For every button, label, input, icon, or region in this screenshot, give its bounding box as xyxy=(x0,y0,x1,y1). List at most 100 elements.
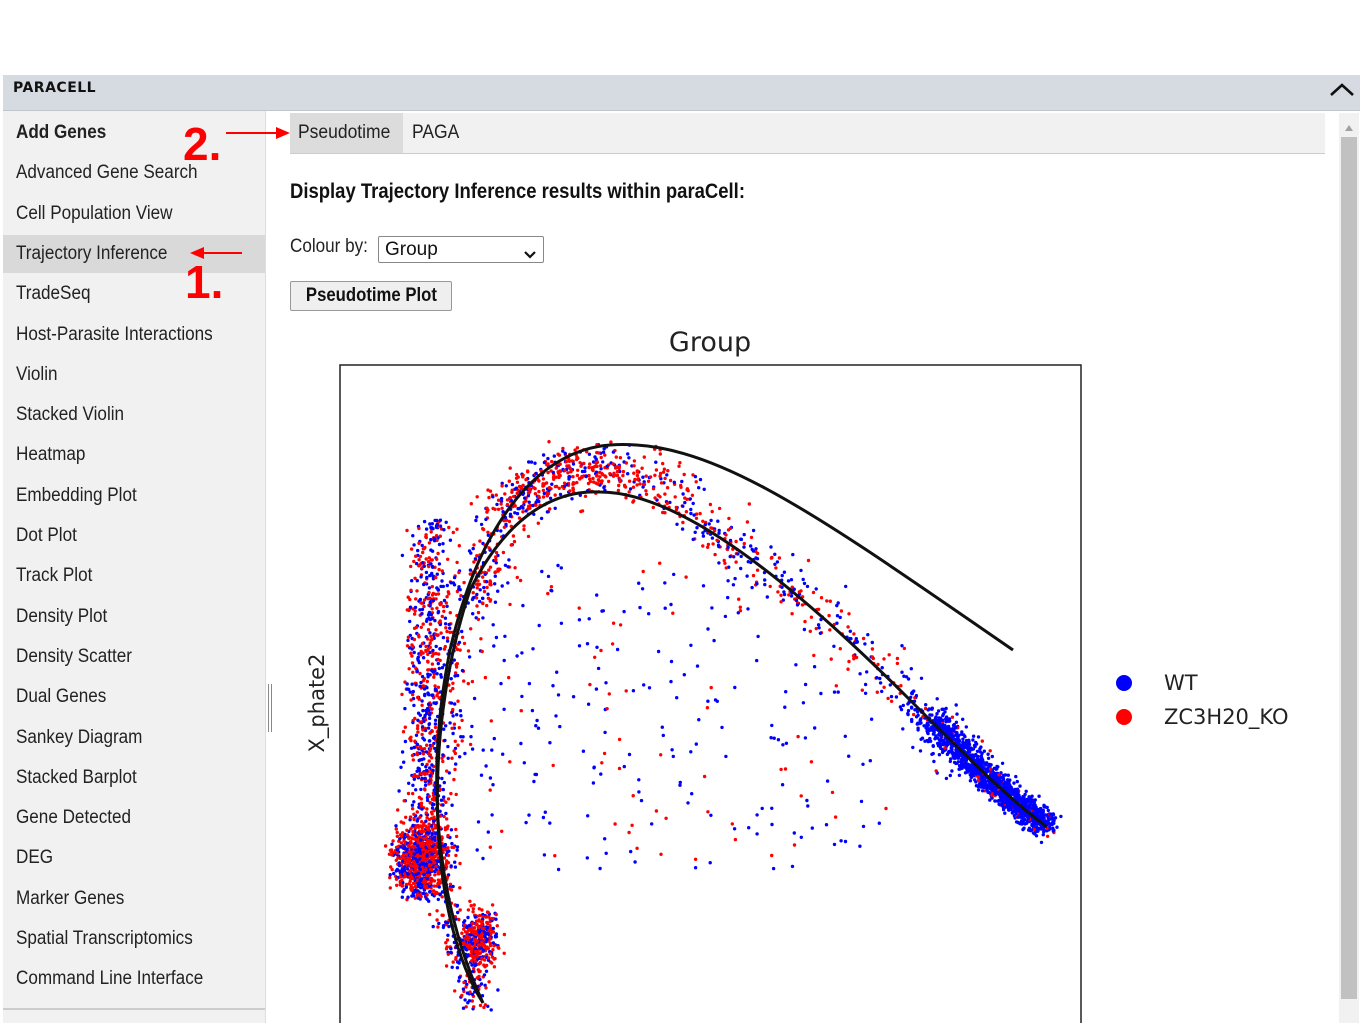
scatter-point xyxy=(678,780,682,785)
scatter-point xyxy=(711,542,715,546)
scatter-point xyxy=(701,534,706,538)
scatter-point xyxy=(442,609,446,613)
scatter-point xyxy=(410,753,415,758)
scatter-point xyxy=(471,546,475,551)
scatter-point xyxy=(861,636,866,641)
scatter-point xyxy=(546,456,550,461)
scatter-point xyxy=(429,847,434,852)
scatter-point xyxy=(682,673,686,677)
scatter-point xyxy=(979,763,983,767)
scatter-point xyxy=(702,487,706,491)
scatter-point xyxy=(433,746,437,751)
scatter-point xyxy=(990,754,994,759)
scatter-point xyxy=(724,566,728,570)
scatter-point xyxy=(548,821,552,825)
scatter-point xyxy=(499,502,503,506)
scatter-point xyxy=(429,558,433,562)
scatter-point xyxy=(410,807,415,811)
scatter-point xyxy=(1059,814,1063,819)
scatter-point xyxy=(948,773,952,778)
scatter-point xyxy=(446,756,450,760)
scatter-point xyxy=(870,655,874,659)
scatter-point xyxy=(411,720,415,725)
scatter-point xyxy=(531,647,535,651)
sidebar-item-marker-genes[interactable]: Marker Genes xyxy=(3,880,265,918)
scatter-point xyxy=(980,751,984,756)
sidebar-item-host-parasite-interactions[interactable]: Host-Parasite Interactions xyxy=(3,316,265,354)
scatter-point xyxy=(803,682,808,687)
scatter-point xyxy=(508,466,512,470)
sidebar-item-violin[interactable]: Violin xyxy=(3,356,265,394)
sidebar-item-sankey-diagram[interactable]: Sankey Diagram xyxy=(3,719,265,757)
tab-pseudotime[interactable]: Pseudotime xyxy=(290,113,403,153)
scatter-point xyxy=(411,645,415,649)
sidebar-item-deg[interactable]: DEG xyxy=(3,839,265,877)
sidebar-item-embedding-plot[interactable]: Embedding Plot xyxy=(3,477,265,515)
scatter-point xyxy=(426,652,430,657)
scatter-point xyxy=(631,485,636,489)
sidebar-item-dual-genes[interactable]: Dual Genes xyxy=(3,678,265,716)
sidebar-item-density-scatter[interactable]: Density Scatter xyxy=(3,638,265,676)
panel-resize-handle[interactable] xyxy=(268,684,272,732)
scatter-point xyxy=(421,847,426,852)
scatter-point xyxy=(613,466,618,470)
scatter-point xyxy=(424,635,428,639)
sidebar-item-add-genes[interactable]: Add Genes xyxy=(3,114,265,152)
scatter-point xyxy=(439,631,443,635)
scrollbar[interactable] xyxy=(1339,113,1359,1023)
sidebar-item-advanced-gene-search[interactable]: Advanced Gene Search xyxy=(3,154,265,192)
scatter-point xyxy=(965,766,970,771)
scatter-point xyxy=(476,610,481,615)
scatter-point xyxy=(455,560,459,565)
scatter-point xyxy=(919,676,924,680)
scatter-point xyxy=(547,440,551,444)
scatter-point xyxy=(416,724,420,728)
sidebar-item-command-line-interface[interactable]: Command Line Interface xyxy=(3,960,265,998)
sidebar-item-density-plot[interactable]: Density Plot xyxy=(3,598,265,636)
scatter-point xyxy=(483,934,487,938)
colour-by-label-text: Colour by: xyxy=(290,236,368,257)
sidebar-item-spatial-transcriptomics[interactable]: Spatial Transcriptomics xyxy=(3,920,265,958)
scatter-point xyxy=(416,889,420,893)
sidebar-item-track-plot[interactable]: Track Plot xyxy=(3,557,265,595)
scatter-point xyxy=(473,557,478,561)
chevron-up-icon[interactable] xyxy=(1328,78,1356,104)
scatter-point xyxy=(443,622,448,626)
tab-paga[interactable]: PAGA xyxy=(404,113,484,153)
sidebar-item-label: Add Genes xyxy=(16,122,107,143)
scatter-point xyxy=(408,818,412,822)
scatter-point xyxy=(763,578,767,582)
scatter-point xyxy=(421,622,425,626)
colour-by-select[interactable]: Group xyxy=(378,236,544,263)
scatter-point xyxy=(961,717,965,721)
scatter-point xyxy=(438,658,442,663)
triangle-up-icon[interactable] xyxy=(1344,119,1354,137)
scatter-point xyxy=(774,566,778,570)
scatter-point xyxy=(446,557,450,561)
scatter-point xyxy=(472,560,476,564)
scatter-point xyxy=(866,633,870,637)
sidebar-item-stacked-violin[interactable]: Stacked Violin xyxy=(3,396,265,434)
sidebar-item-heatmap[interactable]: Heatmap xyxy=(3,436,265,474)
sidebar-item-cell-population-view[interactable]: Cell Population View xyxy=(3,195,265,233)
scatter-point xyxy=(411,689,415,694)
scatter-point xyxy=(656,649,661,654)
scatter-point xyxy=(986,752,990,756)
pseudotime-plot-button[interactable]: Pseudotime Plot xyxy=(290,281,452,311)
scatter-point xyxy=(950,769,954,773)
scatter-point xyxy=(455,673,460,678)
scatter-point xyxy=(968,767,972,771)
scatter-point xyxy=(487,546,491,550)
sidebar-item-tradeseq[interactable]: TradeSeq xyxy=(3,275,265,313)
scatter-point xyxy=(963,771,968,775)
scatter-point xyxy=(462,679,466,683)
scatter-point xyxy=(454,665,459,669)
scatter-point xyxy=(701,519,705,523)
sidebar-item-stacked-barplot[interactable]: Stacked Barplot xyxy=(3,759,265,797)
scatter-point xyxy=(431,648,435,653)
scatter-point xyxy=(412,812,416,816)
sidebar-item-dot-plot[interactable]: Dot Plot xyxy=(3,517,265,555)
sidebar-item-gene-detected[interactable]: Gene Detected xyxy=(3,799,265,837)
scatter-point xyxy=(488,845,492,849)
scatter-point xyxy=(411,830,415,834)
